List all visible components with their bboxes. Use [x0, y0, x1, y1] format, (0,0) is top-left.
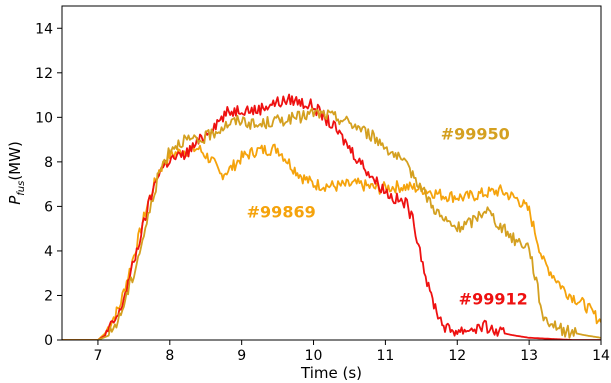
y-tick-label: 6 [44, 199, 53, 215]
x-tick-label: 12 [448, 348, 466, 364]
series-annotation: #99912 [459, 289, 528, 308]
y-tick-label: 2 [44, 288, 53, 304]
x-tick-label: 13 [520, 348, 538, 364]
series-annotation: #99950 [441, 125, 510, 144]
series-line-99950 [62, 107, 601, 340]
series-line-99912 [62, 93, 601, 340]
y-axis-label-main: P [6, 195, 24, 205]
y-tick-label: 10 [35, 110, 53, 126]
y-tick-label: 4 [44, 244, 53, 260]
x-tick-label: 8 [165, 348, 174, 364]
plot-frame [61, 5, 602, 341]
series-annotation: #99869 [247, 203, 316, 222]
x-axis-label: Time (s) [300, 364, 362, 382]
y-tick-label: 8 [44, 155, 53, 171]
series-layer [62, 93, 601, 340]
y-tick-label: 12 [35, 66, 53, 82]
x-tick-label: 14 [592, 348, 610, 364]
x-tick-label: 9 [237, 348, 246, 364]
x-tick-label: 11 [376, 348, 394, 364]
x-tick-label: 10 [305, 348, 323, 364]
y-axis-label-unit: (MW) [6, 141, 24, 180]
annotations-layer: #99950 #99869 #99912 [247, 125, 528, 309]
y-tick-label: 14 [35, 21, 53, 37]
ticks-layer: 7 8 9 10 11 12 13 14 0 2 4 6 8 10 12 14 [35, 21, 610, 364]
y-axis-label-sub: fus [16, 181, 27, 196]
x-tick-label: 7 [93, 348, 102, 364]
y-axis-label: Pfus(MW) [6, 141, 27, 205]
y-tick-label: 0 [44, 333, 53, 349]
